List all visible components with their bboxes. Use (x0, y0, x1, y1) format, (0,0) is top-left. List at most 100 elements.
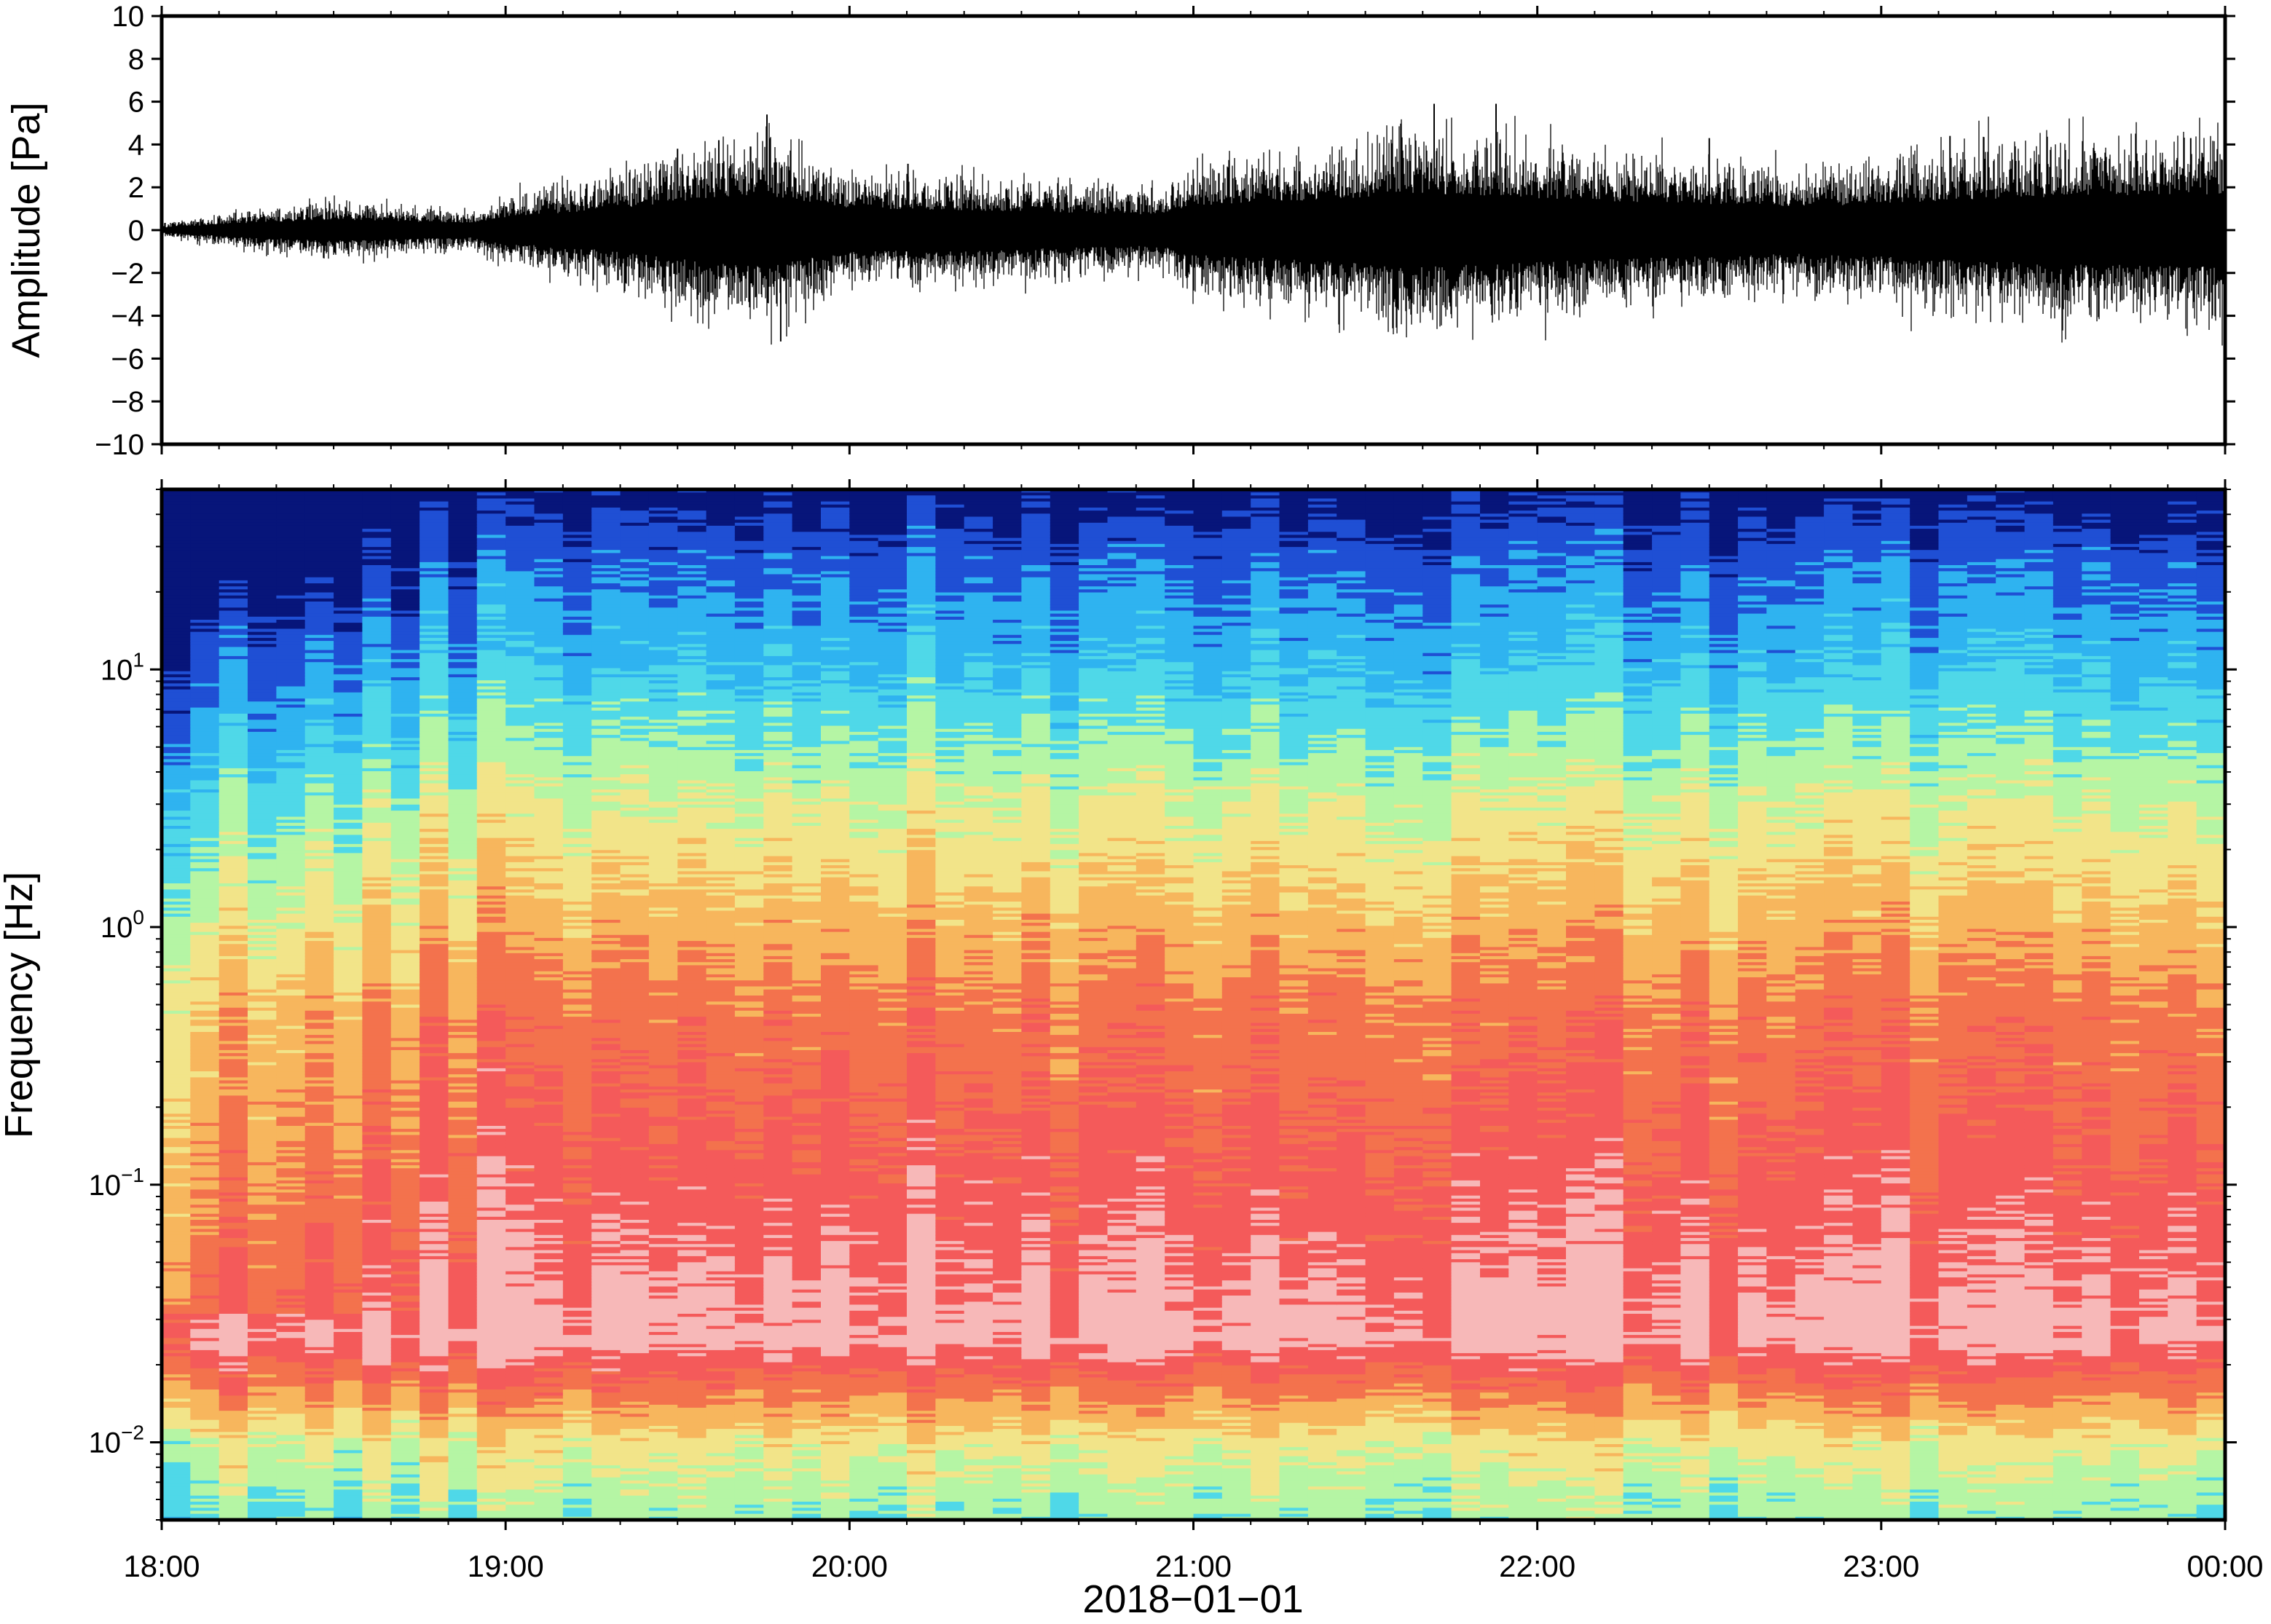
spectrogram-cell (162, 1234, 192, 1239)
spectrogram-cell (219, 1507, 248, 1512)
spectrogram-cell (304, 571, 334, 575)
spectrogram-cell (248, 1456, 278, 1460)
spectrogram-cell (248, 540, 278, 545)
spectrogram-cell (334, 1408, 363, 1411)
spectrogram-cell (362, 1280, 392, 1285)
spectrogram-cell (248, 561, 278, 566)
spectrogram-cell (276, 947, 306, 951)
spectrogram-cell (162, 1159, 192, 1163)
spectrogram-cell (162, 1207, 192, 1212)
spectrogram-cell (304, 1341, 334, 1345)
spectrogram-cell (162, 644, 192, 648)
spectrogram-cell (362, 798, 392, 803)
spectrogram-cell (304, 547, 334, 551)
spectrogram-cell (162, 1216, 192, 1221)
spectrogram-cell (219, 931, 248, 936)
spectrogram-cell (248, 1489, 278, 1494)
spectrogram-cell (390, 553, 420, 557)
spectrogram-cell (304, 1074, 334, 1079)
spectrogram-cell (304, 1411, 334, 1415)
spectrogram-cell (190, 610, 220, 615)
spectrogram-cell (334, 795, 363, 800)
spectrogram-cell (162, 774, 192, 779)
spectrogram-cell (162, 1017, 192, 1021)
spectrogram-cell (390, 822, 420, 827)
spectrogram-cell (334, 762, 363, 766)
spectrogram-cell (219, 1310, 248, 1314)
spectrogram-cell (162, 1483, 192, 1488)
spectrogram-cell (162, 1395, 192, 1400)
spectrogram-cell (362, 1062, 392, 1066)
spectrogram-cell (190, 962, 220, 966)
spectrogram-cell (334, 1202, 363, 1205)
spectrogram-cell (304, 626, 334, 630)
spectrogram-cell (304, 508, 334, 511)
spectrogram-cell (190, 595, 220, 599)
spectrogram-cell (219, 1150, 248, 1154)
spectrogram-cell (219, 1314, 248, 1317)
spectrogram-cell (334, 1119, 363, 1124)
spectrogram-cell (362, 1456, 392, 1460)
spectrogram-cell (304, 934, 334, 939)
spectrogram-cell (248, 1380, 278, 1384)
spectrogram-cell (219, 1104, 248, 1108)
spectrogram-cell (362, 1401, 392, 1406)
spectrogram-cell (162, 1083, 192, 1087)
spectrogram-cell (248, 1414, 278, 1418)
spectrogram-cell (190, 1216, 220, 1221)
spectrogram-cell (334, 1513, 363, 1518)
spectrogram-cell (334, 1310, 363, 1314)
spectrogram-cell (304, 628, 334, 633)
spectrogram-cell (248, 1323, 278, 1327)
spectrogram-cell (390, 620, 420, 623)
spectrogram-cell (219, 853, 248, 857)
spectrogram-cell (190, 511, 220, 515)
spectrogram-cell (248, 519, 278, 524)
spectrogram-cell (362, 1332, 392, 1336)
spectrogram-cell (219, 920, 248, 923)
spectrogram-cell (276, 701, 306, 706)
spectrogram-cell (362, 1140, 392, 1145)
spectrogram-cell (248, 1126, 278, 1130)
spectrogram-cell (162, 923, 192, 927)
spectrogram-cell (162, 862, 192, 866)
spectrogram-cell (248, 996, 278, 999)
spectrogram-cell (162, 735, 192, 739)
spectrogram-cell (190, 1074, 220, 1079)
spectrogram-cell (334, 1440, 363, 1445)
spectrogram-cell (334, 768, 363, 772)
spectrogram-cell (219, 595, 248, 599)
spectrogram-cell (362, 1365, 392, 1369)
spectrogram-cell (362, 1108, 392, 1111)
spectrogram-cell (276, 626, 306, 630)
spectrogram-cell (219, 659, 248, 663)
spectrogram-cell (390, 602, 420, 605)
spectrogram-cell (362, 511, 392, 515)
spectrogram-cell (276, 1210, 306, 1215)
spectrogram-cell (190, 792, 220, 797)
spectrogram-cell (304, 1017, 334, 1021)
spectrogram-cell (276, 746, 306, 751)
spectrogram-cell (334, 668, 363, 672)
spectrogram-cell (162, 1368, 192, 1372)
spectrogram-cell (276, 634, 306, 639)
spectrogram-cell (276, 829, 306, 833)
spectrogram-cell (390, 998, 420, 1003)
spectrogram-cell (304, 1256, 334, 1260)
spectrogram-cell (248, 965, 278, 969)
spectrogram-cell (362, 641, 392, 645)
spectrogram-cell (362, 1046, 392, 1051)
spectrogram-cell (162, 1314, 192, 1317)
spectrogram-cell (162, 1328, 192, 1333)
spectrogram-cell (219, 1022, 248, 1027)
spectrogram-cell (219, 923, 248, 927)
spectrogram-cell (219, 753, 248, 757)
spectrogram-cell (190, 1183, 220, 1187)
spectrogram-cell (304, 1129, 334, 1133)
spectrogram-cell (362, 1320, 392, 1324)
spectrogram-cell (162, 822, 192, 827)
spectrogram-cell (362, 1502, 392, 1505)
spectrogram-cell (190, 1086, 220, 1090)
spectrogram-cell (276, 574, 306, 578)
spectrogram-cell (362, 1404, 392, 1408)
